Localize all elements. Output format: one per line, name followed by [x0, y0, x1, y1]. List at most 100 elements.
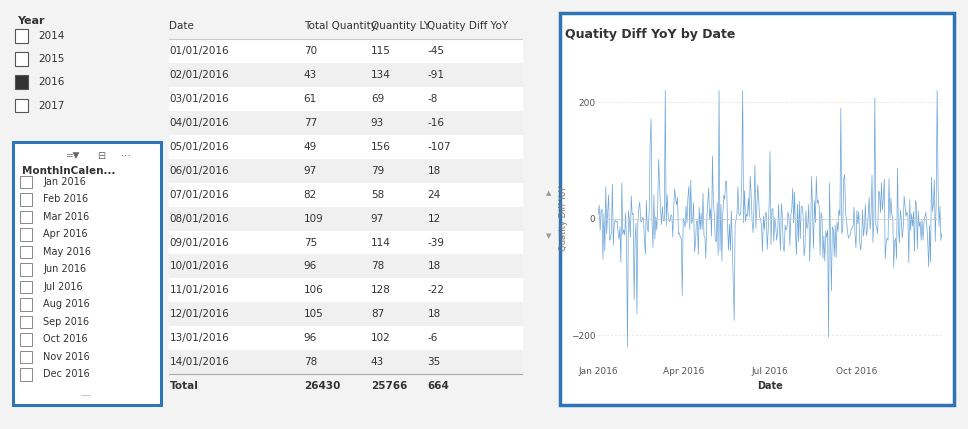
- Text: -8: -8: [427, 94, 438, 104]
- Text: ⊟: ⊟: [98, 151, 106, 161]
- Bar: [20, 316, 32, 328]
- Bar: [169, 278, 523, 302]
- Text: 07/01/2016: 07/01/2016: [169, 190, 229, 200]
- Text: 156: 156: [371, 142, 391, 152]
- Text: ⋯: ⋯: [121, 151, 131, 161]
- Text: 78: 78: [371, 261, 384, 272]
- Bar: [20, 263, 32, 275]
- Text: -16: -16: [427, 118, 444, 128]
- Text: -91: -91: [427, 70, 444, 80]
- Text: 69: 69: [371, 94, 384, 104]
- Text: 26430: 26430: [304, 381, 340, 391]
- Bar: [15, 52, 28, 66]
- Bar: [169, 230, 523, 254]
- Bar: [20, 368, 32, 381]
- Bar: [169, 135, 523, 159]
- Text: Date: Date: [169, 21, 195, 31]
- Text: 96: 96: [304, 333, 317, 343]
- Bar: [20, 246, 32, 258]
- Text: 35: 35: [427, 357, 440, 367]
- Text: Mar 2016: Mar 2016: [44, 212, 89, 222]
- Bar: [20, 211, 32, 223]
- Text: 01/01/2016: 01/01/2016: [169, 46, 229, 56]
- Text: 18: 18: [427, 309, 440, 319]
- Text: 25766: 25766: [371, 381, 408, 391]
- Bar: [169, 63, 523, 87]
- Text: Quantity LY: Quantity LY: [371, 21, 430, 31]
- Text: Aug 2016: Aug 2016: [44, 299, 90, 309]
- Text: Total: Total: [169, 381, 198, 391]
- Text: 12/01/2016: 12/01/2016: [169, 309, 229, 319]
- Bar: [169, 39, 523, 63]
- Text: 114: 114: [371, 238, 391, 248]
- Text: 13/01/2016: 13/01/2016: [169, 333, 229, 343]
- Text: 79: 79: [371, 166, 384, 176]
- Text: 03/01/2016: 03/01/2016: [169, 94, 229, 104]
- Text: ▼: ▼: [546, 233, 552, 239]
- Bar: [20, 193, 32, 205]
- Text: 24: 24: [427, 190, 440, 200]
- Text: MonthInCalen...: MonthInCalen...: [21, 166, 115, 176]
- Text: May 2016: May 2016: [44, 247, 91, 257]
- Text: Feb 2016: Feb 2016: [44, 194, 88, 204]
- Bar: [15, 76, 28, 89]
- Text: 96: 96: [304, 261, 317, 272]
- Text: 04/01/2016: 04/01/2016: [169, 118, 229, 128]
- Text: Jun 2016: Jun 2016: [44, 264, 86, 275]
- Bar: [169, 111, 523, 135]
- Bar: [169, 87, 523, 111]
- Text: 02/01/2016: 02/01/2016: [169, 70, 229, 80]
- Text: 08/01/2016: 08/01/2016: [169, 214, 229, 224]
- Text: ―: ―: [81, 390, 91, 400]
- Bar: [169, 159, 523, 183]
- Bar: [169, 350, 523, 374]
- Text: Jul 2016: Jul 2016: [44, 282, 83, 292]
- Bar: [169, 302, 523, 326]
- Text: -107: -107: [427, 142, 451, 152]
- Text: 43: 43: [371, 357, 384, 367]
- Text: 75: 75: [304, 238, 317, 248]
- Text: 11/01/2016: 11/01/2016: [169, 285, 229, 295]
- Bar: [20, 228, 32, 241]
- Text: 61: 61: [304, 94, 317, 104]
- Y-axis label: Quatity Diff YoY: Quatity Diff YoY: [560, 186, 568, 251]
- Text: 14/01/2016: 14/01/2016: [169, 357, 229, 367]
- Text: 664: 664: [427, 381, 449, 391]
- Text: 106: 106: [304, 285, 323, 295]
- Text: 115: 115: [371, 46, 391, 56]
- Bar: [15, 99, 28, 112]
- X-axis label: Date: Date: [757, 381, 783, 390]
- Text: 78: 78: [304, 357, 317, 367]
- Text: Oct 2016: Oct 2016: [44, 335, 88, 344]
- Text: Quatity Diff YoY: Quatity Diff YoY: [427, 21, 508, 31]
- Text: Quatity Diff YoY by Date: Quatity Diff YoY by Date: [565, 28, 736, 41]
- Text: 70: 70: [304, 46, 317, 56]
- Bar: [20, 333, 32, 346]
- Text: 109: 109: [304, 214, 323, 224]
- Text: 97: 97: [371, 214, 384, 224]
- Bar: [20, 176, 32, 188]
- Text: ▲: ▲: [546, 190, 552, 196]
- Text: 82: 82: [304, 190, 317, 200]
- Text: -22: -22: [427, 285, 444, 295]
- Bar: [169, 183, 523, 207]
- Text: 2017: 2017: [38, 100, 64, 111]
- Text: 2015: 2015: [38, 54, 64, 64]
- Bar: [20, 351, 32, 363]
- Bar: [169, 254, 523, 278]
- Bar: [169, 326, 523, 350]
- Text: -45: -45: [427, 46, 444, 56]
- Text: 09/01/2016: 09/01/2016: [169, 238, 229, 248]
- Text: 2016: 2016: [38, 77, 64, 88]
- Text: -39: -39: [427, 238, 444, 248]
- Text: 2014: 2014: [38, 31, 64, 41]
- Text: 10/01/2016: 10/01/2016: [169, 261, 229, 272]
- Text: 49: 49: [304, 142, 317, 152]
- Text: Total Quantity: Total Quantity: [304, 21, 377, 31]
- Text: 87: 87: [371, 309, 384, 319]
- Text: 93: 93: [371, 118, 384, 128]
- Text: -6: -6: [427, 333, 438, 343]
- Text: 12: 12: [427, 214, 440, 224]
- Text: Nov 2016: Nov 2016: [44, 352, 90, 362]
- Text: 102: 102: [371, 333, 390, 343]
